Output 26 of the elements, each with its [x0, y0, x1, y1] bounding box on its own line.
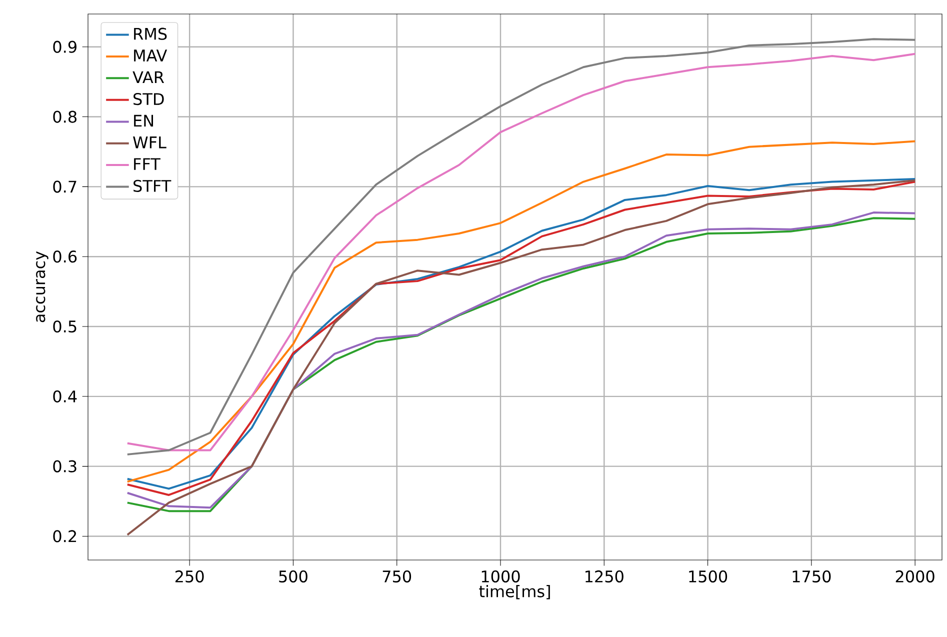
y-tick-label: 0.8 [53, 110, 76, 123]
y-axis-title: accuracy [36, 251, 48, 322]
x-tick-label: 1250 [586, 570, 624, 583]
y-tick-label: 0.5 [53, 320, 76, 333]
x-axis-title: time[ms] [479, 585, 550, 600]
x-tick-label: 2000 [896, 570, 934, 583]
y-tick-label: 0.7 [53, 180, 76, 193]
x-tick-label: 1750 [792, 570, 831, 583]
legend-label: MAV [134, 50, 168, 62]
legend-label: RMS [134, 28, 167, 40]
y-tick-label: 0.6 [53, 250, 77, 263]
legend-label: EN [134, 114, 154, 127]
y-tick-label: 0.2 [53, 530, 76, 542]
legend-label: WFL [133, 136, 166, 148]
x-tick-label: 250 [175, 570, 204, 583]
legend-label: FFT [134, 158, 160, 170]
legend-label: STFT [134, 180, 172, 192]
legend-label: STD [134, 92, 164, 106]
x-tick-label: 500 [279, 570, 308, 583]
y-tick-label: 0.3 [53, 460, 76, 472]
x-tick-label: 1500 [689, 570, 728, 583]
x-tick-label: 750 [382, 570, 412, 583]
y-tick-label: 0.4 [53, 390, 77, 402]
y-tick-label: 0.9 [53, 40, 76, 53]
x-tick-label: 1000 [482, 570, 520, 583]
legend-label: VAR [132, 71, 164, 83]
